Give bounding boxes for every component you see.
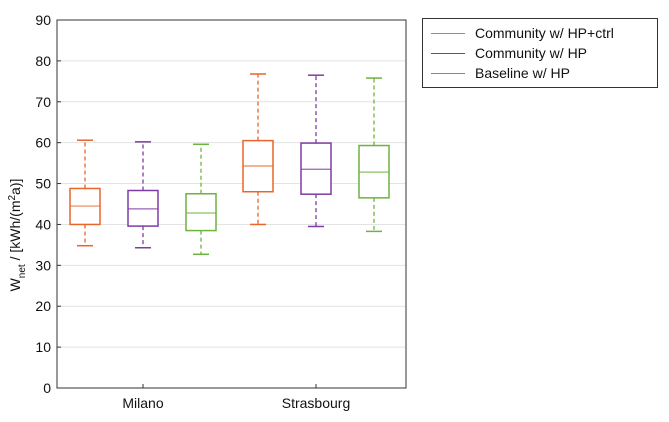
- x-axis-ticks: Milano Strasbourg: [122, 384, 350, 411]
- x-tick-label: Strasbourg: [282, 395, 350, 411]
- box-iqr: [300, 142, 332, 195]
- box-2-0: [185, 143, 217, 256]
- box-1-0: [127, 141, 159, 249]
- y-tick-label: 40: [35, 216, 51, 232]
- box-1-1: [300, 74, 332, 228]
- chart-legend: Community w/ HP+ctrl Community w/ HP Bas…: [422, 18, 658, 88]
- x-tick-label: Milano: [122, 395, 163, 411]
- y-tick-label: 70: [35, 94, 51, 110]
- y-tick-label: 80: [35, 53, 51, 69]
- legend-label-hp-ctrl: Community w/ HP+ctrl: [475, 25, 614, 41]
- legend-label-baseline-hp: Baseline w/ HP: [475, 65, 570, 81]
- box-plot-series: [69, 73, 390, 256]
- y-tick-label: 60: [35, 135, 51, 151]
- legend-entry-community-hp: Community w/ HP: [423, 43, 657, 63]
- y-tick-label: 90: [35, 12, 51, 28]
- legend-entry-baseline-hp: Baseline w/ HP: [423, 63, 657, 83]
- y-tick-label: 50: [35, 176, 51, 192]
- y-tick-label: 30: [35, 257, 51, 273]
- y-axis-ticks: 0 10 20 30 40 50 60 70 80 90: [35, 12, 61, 396]
- legend-label-community-hp: Community w/ HP: [475, 45, 588, 61]
- grid-lines: [57, 60, 406, 348]
- box-0-0: [69, 139, 101, 247]
- y-tick-label: 10: [35, 339, 51, 355]
- box-iqr: [127, 189, 159, 227]
- legend-swatch-community-hp: [431, 52, 465, 54]
- legend-entry-hp-ctrl: Community w/ HP+ctrl: [423, 23, 657, 43]
- box-2-1: [358, 77, 390, 233]
- legend-swatch-hp-ctrl: [431, 32, 465, 34]
- legend-swatch-baseline-hp: [431, 72, 465, 74]
- y-axis-label: Wnet / [kWh/(m2a)]: [7, 179, 28, 292]
- plot-area-frame: [56, 19, 407, 389]
- y-tick-label: 20: [35, 298, 51, 314]
- box-iqr: [185, 193, 217, 232]
- y-tick-label: 0: [43, 380, 51, 396]
- box-0-1: [242, 73, 274, 226]
